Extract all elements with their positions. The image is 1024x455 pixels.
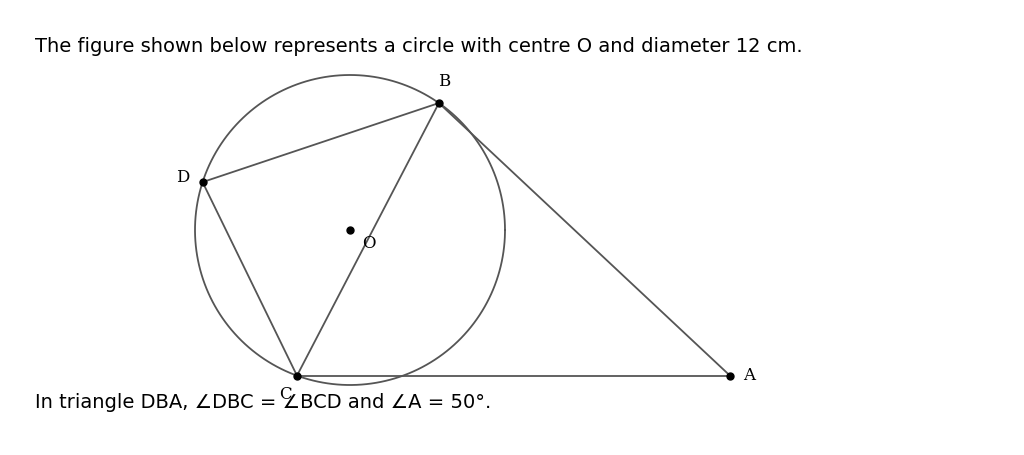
Text: B: B: [438, 73, 450, 90]
Text: The figure shown below represents a circle with centre O and diameter 12 cm.: The figure shown below represents a circ…: [35, 37, 803, 56]
Text: A: A: [743, 367, 755, 384]
Text: D: D: [176, 169, 189, 186]
Text: O: O: [362, 235, 376, 252]
Text: C: C: [280, 386, 292, 403]
Text: In triangle DBA, ∠DBC = ∠BCD and ∠A = 50°.: In triangle DBA, ∠DBC = ∠BCD and ∠A = 50…: [35, 393, 492, 412]
